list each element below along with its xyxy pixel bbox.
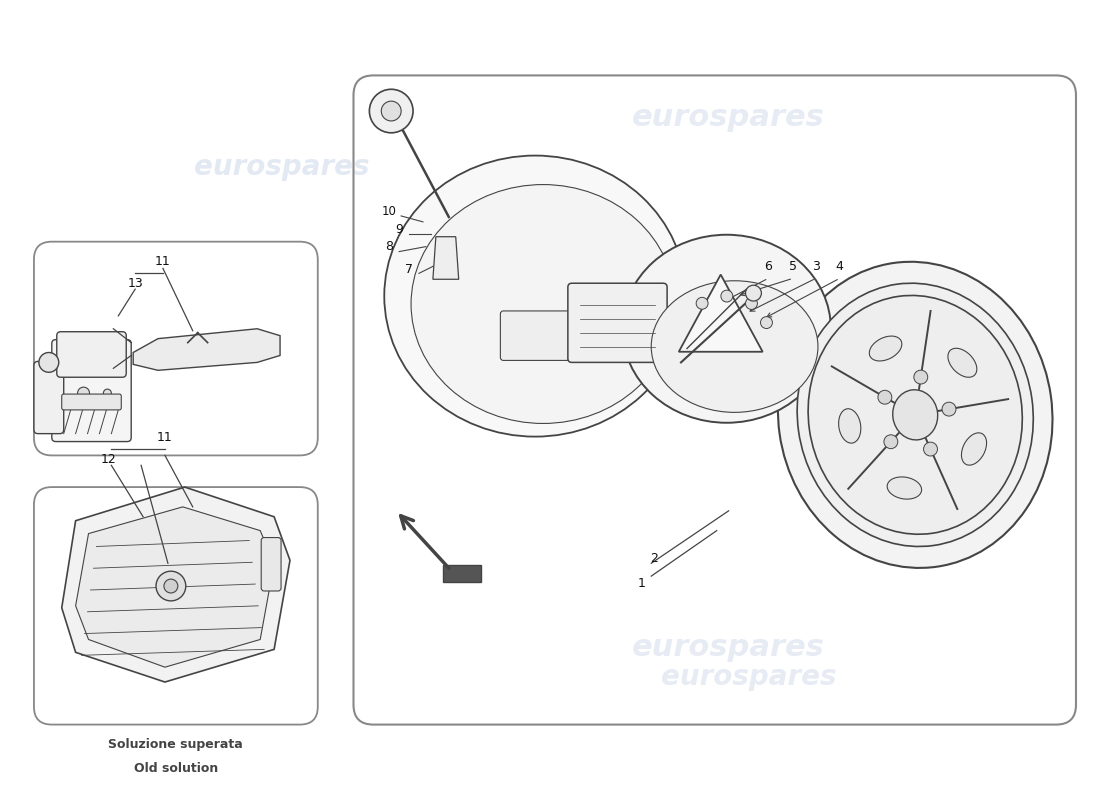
Ellipse shape <box>948 348 977 378</box>
Text: 4: 4 <box>836 260 844 273</box>
Text: 11: 11 <box>155 255 170 268</box>
Text: eurospares: eurospares <box>661 663 836 691</box>
Ellipse shape <box>893 390 937 440</box>
Circle shape <box>39 353 58 372</box>
Circle shape <box>720 290 733 302</box>
Circle shape <box>746 286 761 301</box>
Polygon shape <box>433 237 459 279</box>
Text: 7: 7 <box>405 263 414 276</box>
Text: 1: 1 <box>637 577 646 590</box>
Ellipse shape <box>651 281 818 412</box>
Text: 9: 9 <box>395 223 403 236</box>
Ellipse shape <box>384 155 686 437</box>
Circle shape <box>370 90 412 133</box>
Circle shape <box>878 390 892 404</box>
Circle shape <box>164 579 178 593</box>
Text: 12: 12 <box>100 453 117 466</box>
Text: 5: 5 <box>789 260 797 273</box>
Polygon shape <box>679 274 762 352</box>
Text: 11: 11 <box>157 431 173 444</box>
Text: eurospares: eurospares <box>195 154 370 182</box>
Circle shape <box>942 402 956 416</box>
Circle shape <box>924 442 937 456</box>
Ellipse shape <box>778 262 1053 568</box>
Ellipse shape <box>961 433 987 465</box>
Circle shape <box>382 101 402 121</box>
Text: eurospares: eurospares <box>632 633 825 662</box>
Text: 6: 6 <box>764 260 772 273</box>
Text: 10: 10 <box>382 206 397 218</box>
Text: 8: 8 <box>385 240 393 253</box>
Text: Old solution: Old solution <box>134 762 218 774</box>
Text: 3: 3 <box>812 260 820 273</box>
Polygon shape <box>76 507 274 667</box>
Ellipse shape <box>411 185 675 423</box>
Circle shape <box>884 434 898 449</box>
Ellipse shape <box>888 477 922 499</box>
Circle shape <box>914 370 927 384</box>
FancyBboxPatch shape <box>34 362 64 434</box>
FancyBboxPatch shape <box>500 311 570 361</box>
Circle shape <box>103 389 111 397</box>
Ellipse shape <box>869 336 902 361</box>
Circle shape <box>746 298 758 310</box>
Ellipse shape <box>838 409 861 443</box>
FancyBboxPatch shape <box>261 538 282 591</box>
Text: Soluzione superata: Soluzione superata <box>109 738 243 751</box>
FancyBboxPatch shape <box>57 332 126 378</box>
FancyBboxPatch shape <box>62 394 121 410</box>
Text: 2: 2 <box>650 552 658 565</box>
Polygon shape <box>443 566 481 582</box>
Circle shape <box>696 298 708 310</box>
Polygon shape <box>133 329 280 370</box>
Circle shape <box>760 317 772 329</box>
FancyBboxPatch shape <box>568 283 667 362</box>
FancyBboxPatch shape <box>52 340 131 442</box>
Ellipse shape <box>623 234 830 422</box>
Ellipse shape <box>808 295 1022 534</box>
Text: eurospares: eurospares <box>632 103 825 133</box>
Ellipse shape <box>798 283 1033 546</box>
Polygon shape <box>62 487 290 682</box>
Circle shape <box>78 387 89 399</box>
Text: 13: 13 <box>128 277 143 290</box>
Circle shape <box>156 571 186 601</box>
